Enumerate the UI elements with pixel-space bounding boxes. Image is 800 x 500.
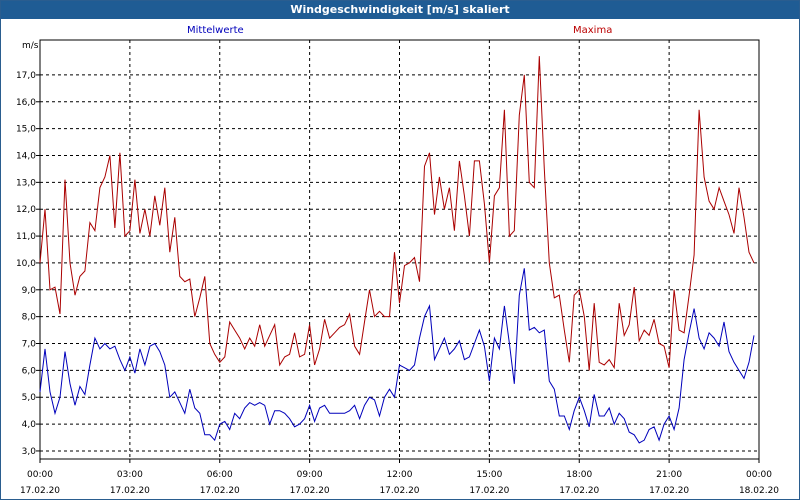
y-tick-label: 6,0 — [22, 366, 37, 376]
y-tick-label: 11,0 — [16, 232, 36, 242]
y-tick-label: 3,0 — [22, 447, 37, 457]
x-tick-time: 09:00 — [297, 470, 323, 480]
x-tick-date: 17.02.20 — [559, 486, 599, 496]
window-title: Windgeschwindigkeit [m/s] skaliert — [1, 1, 799, 19]
y-tick-label: 14,0 — [16, 151, 36, 161]
y-tick-label: 15,0 — [16, 125, 36, 135]
x-tick-date: 17.02.20 — [200, 486, 240, 496]
y-tick-label: 9,0 — [22, 286, 37, 296]
series-line-mittelwerte — [39, 268, 755, 444]
x-tick-date: 17.02.20 — [290, 486, 330, 496]
x-tick-date: 17.02.20 — [379, 486, 419, 496]
y-tick-label: 7,0 — [22, 340, 37, 350]
x-tick-date: 17.02.20 — [469, 486, 509, 496]
x-tick-date: 17.02.20 — [649, 486, 689, 496]
x-tick-time: 06:00 — [207, 470, 233, 480]
y-tick-label: 10,0 — [16, 259, 36, 269]
x-tick-date: 18.02.20 — [739, 486, 779, 496]
x-tick-time: 21:00 — [656, 470, 682, 480]
y-tick-label: 16,0 — [16, 98, 36, 108]
legend-mean: Mittelwerte — [187, 25, 244, 36]
x-tick-date: 17.02.20 — [20, 486, 60, 496]
x-tick-time: 12:00 — [387, 470, 413, 480]
y-tick-label: 13,0 — [16, 178, 36, 188]
y-tick-label: 8,0 — [22, 313, 37, 323]
y-tick-label: 4,0 — [22, 420, 37, 430]
y-axis-label: m/s — [22, 41, 39, 51]
series-line-maxima — [39, 56, 755, 371]
x-tick-time: 15:00 — [476, 470, 502, 480]
x-tick-time: 03:00 — [117, 470, 143, 480]
x-tick-time: 18:00 — [566, 470, 592, 480]
x-tick-time: 00:00 — [746, 470, 772, 480]
y-tick-label: 12,0 — [16, 205, 36, 215]
x-tick-time: 00:00 — [27, 470, 53, 480]
y-tick-label: 17,0 — [16, 71, 36, 81]
legend-max: Maxima — [573, 25, 613, 36]
x-tick-date: 17.02.20 — [110, 486, 150, 496]
y-tick-label: 5,0 — [22, 393, 37, 403]
